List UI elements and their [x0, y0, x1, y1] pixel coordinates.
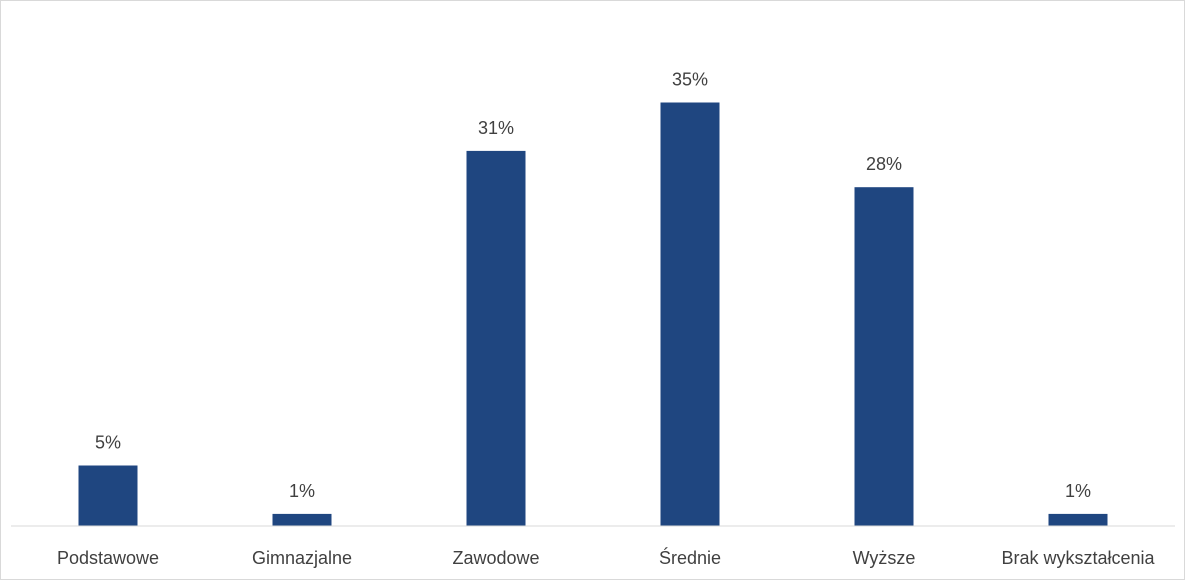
data-label-6: 1%	[1065, 481, 1091, 501]
x-tick-label-5: Wyższe	[853, 548, 916, 568]
data-label-2: 1%	[289, 481, 315, 501]
data-label-4: 35%	[672, 70, 708, 90]
data-label-1: 5%	[95, 433, 121, 453]
bars-layer	[78, 102, 1108, 526]
x-tick-label-6: Brak wykształcenia	[1001, 548, 1155, 568]
bar-6	[1048, 513, 1108, 526]
bar-4	[660, 102, 720, 526]
data-label-5: 28%	[866, 154, 902, 174]
x-tick-label-2: Gimnazjalne	[252, 548, 352, 568]
data-labels-layer: 5% 1% 31% 35% 28% 1%	[95, 70, 1091, 501]
x-tick-label-4: Średnie	[659, 547, 721, 568]
bar-2	[272, 513, 332, 526]
x-tick-label-3: Zawodowe	[452, 548, 539, 568]
bar-3	[466, 150, 526, 526]
x-tick-labels-layer: Podstawowe Gimnazjalne Zawodowe Średnie Wyżs…	[57, 547, 1156, 568]
bar-1	[78, 465, 138, 526]
data-label-3: 31%	[478, 118, 514, 138]
x-tick-label-1: Podstawowe	[57, 548, 159, 568]
bar-5	[854, 187, 914, 526]
